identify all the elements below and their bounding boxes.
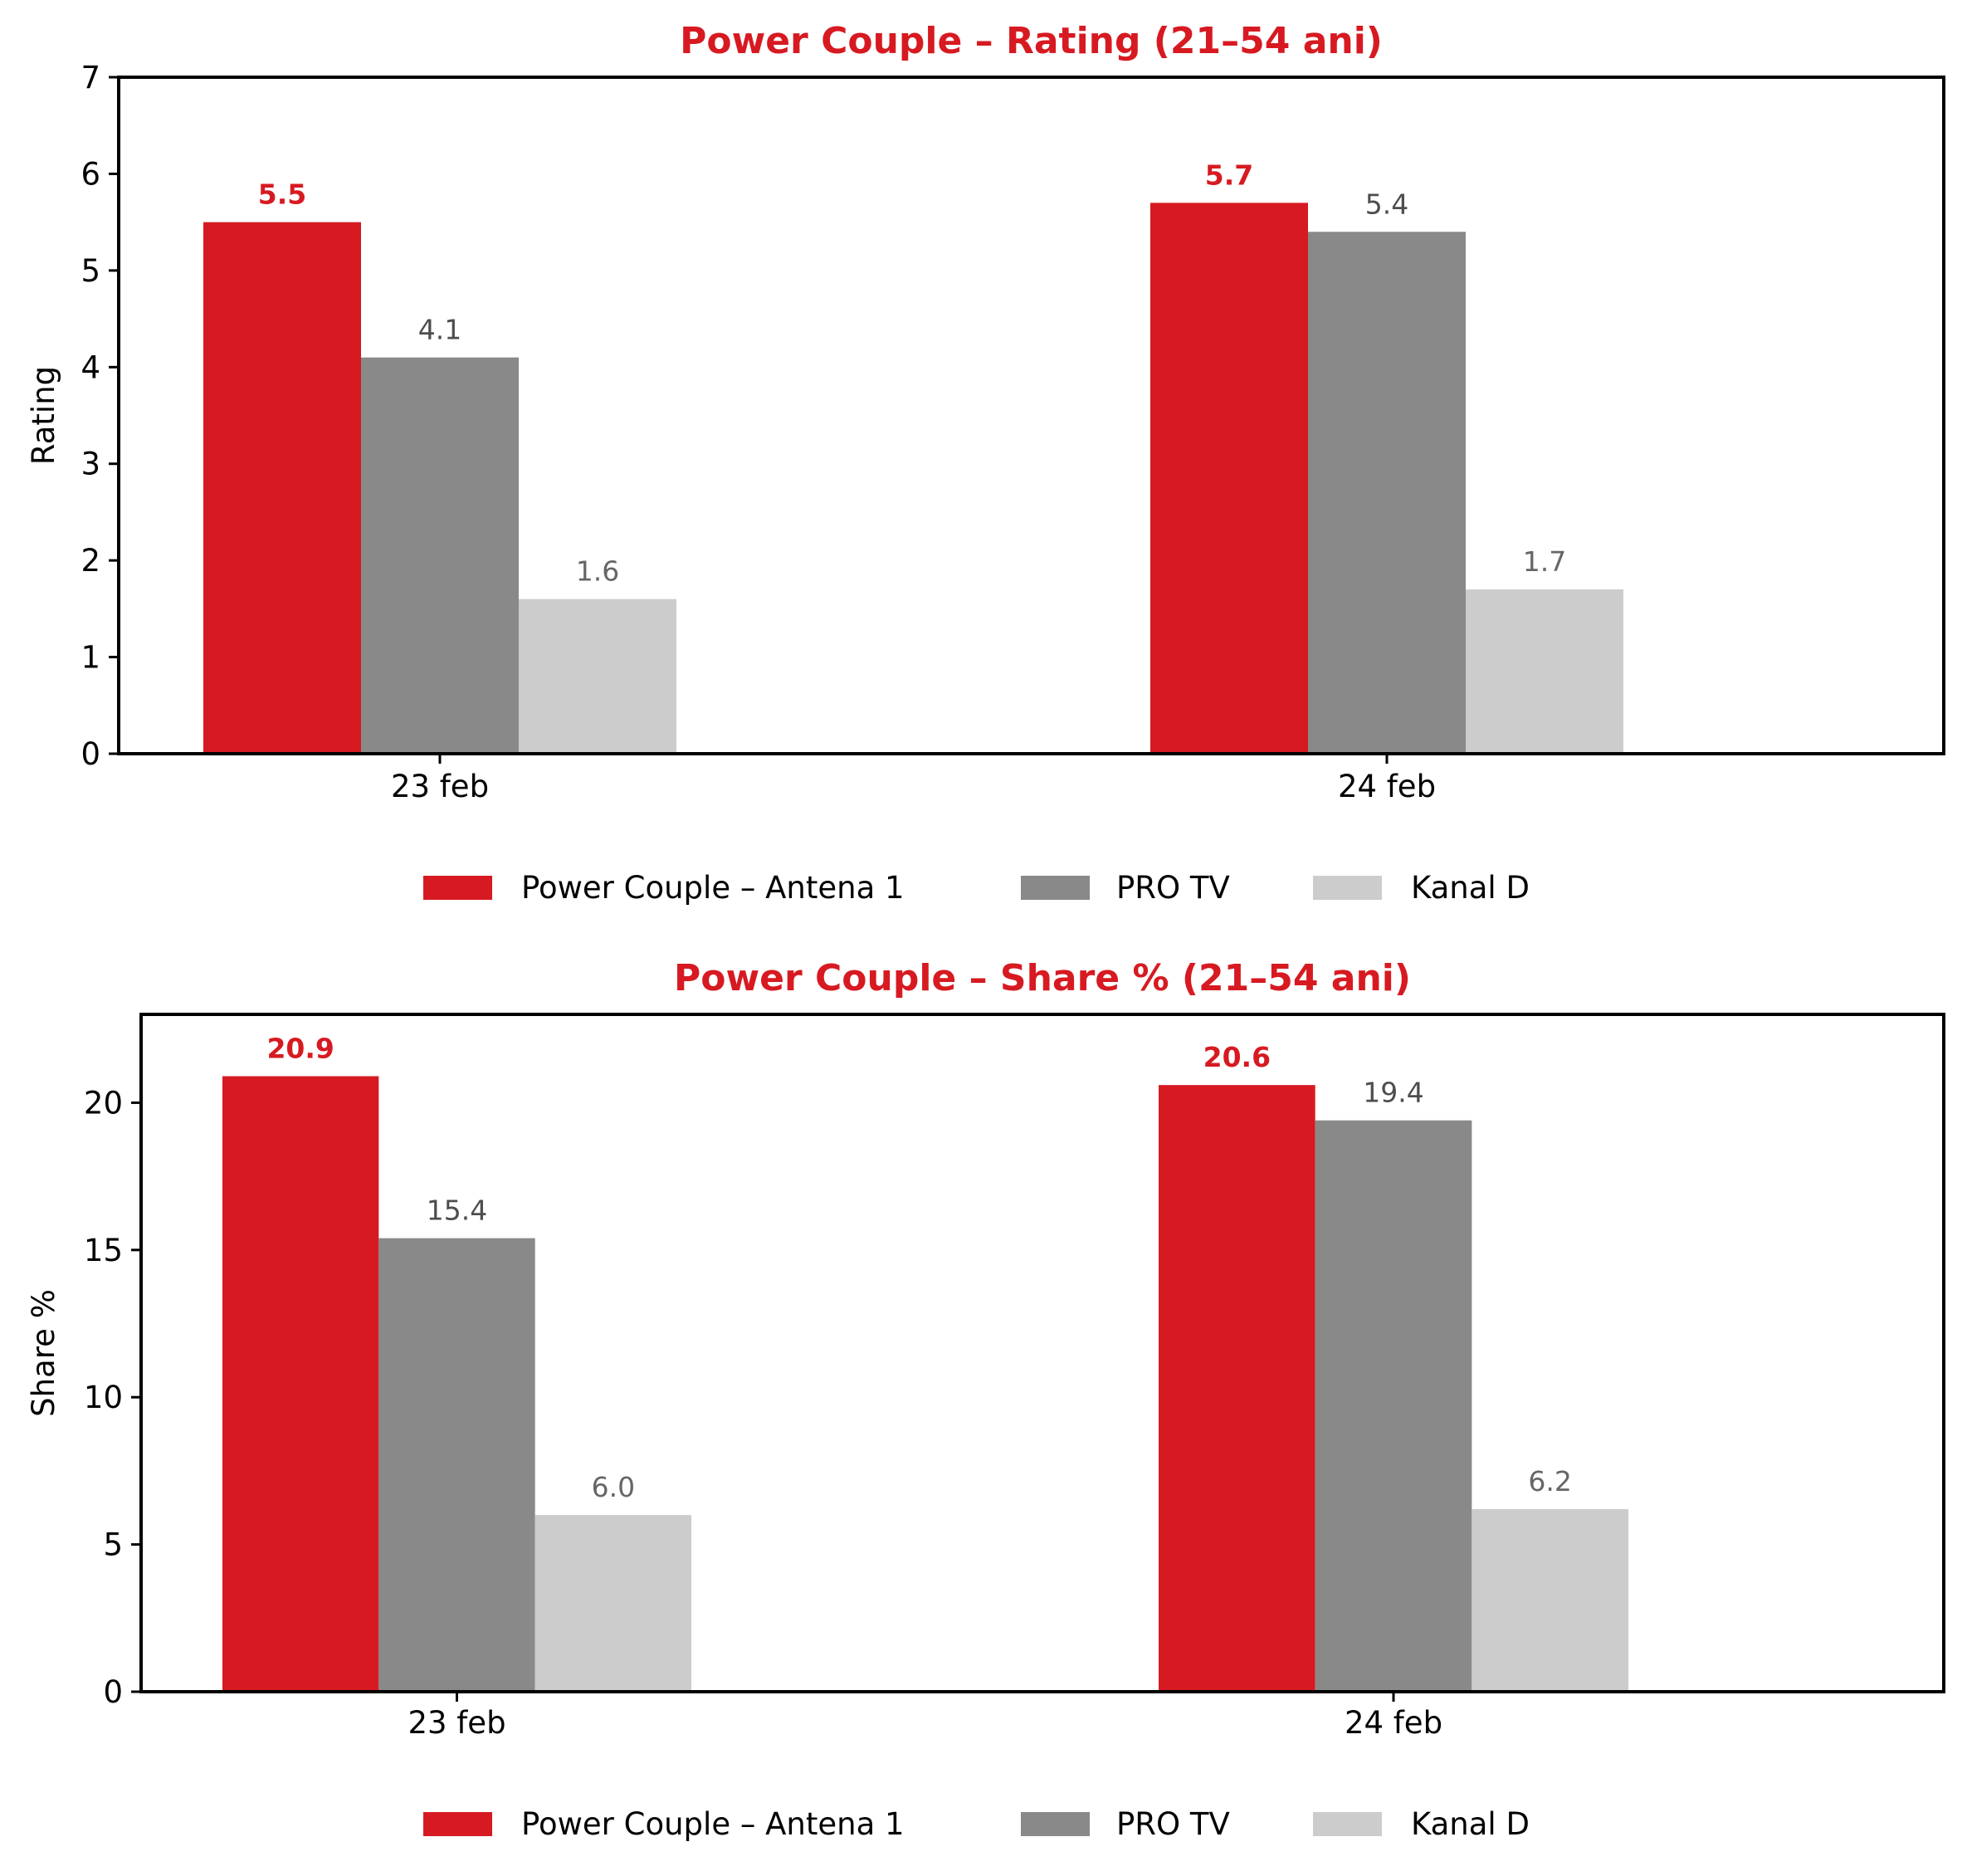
y-tick-label: 5 [81, 253, 100, 289]
y-tick-label: 5 [103, 1527, 123, 1563]
bar-antena1-1 [203, 222, 361, 755]
y-tick-label: 4 [81, 349, 100, 385]
legend-label: Kanal D [1411, 870, 1530, 906]
chart-title: Power Couple – Rating (21–54 ani) [680, 20, 1383, 62]
legend-swatch [1313, 1812, 1382, 1836]
legend: Power Couple – Antena 1 PRO TV Kanal D [423, 1806, 1530, 1842]
data-label: 20.9 [266, 1033, 334, 1065]
legend: Power Couple – Antena 1 PRO TV Kanal D [423, 870, 1530, 906]
chart-rating: Power Couple – Rating (21–54 ani) 5.5 4.1 1… [26, 20, 1945, 906]
bar-protv-2 [1315, 1120, 1472, 1692]
legend-label: Kanal D [1411, 1806, 1530, 1842]
data-label: 1.7 [1523, 545, 1566, 578]
chart-title: Power Couple – Share % (21–54 ani) [674, 957, 1411, 999]
bar-kanald-2 [1466, 589, 1623, 754]
y-tick-label: 0 [103, 1674, 123, 1710]
bar-protv-1 [378, 1238, 535, 1692]
legend-swatch [423, 1812, 492, 1836]
legend-label: PRO TV [1116, 1806, 1230, 1842]
legend-swatch [1313, 876, 1382, 900]
legend-swatch [1021, 876, 1090, 900]
bar-antena1-2 [1159, 1085, 1315, 1692]
y-tick-label: 6 [81, 156, 100, 192]
data-label: 4.1 [418, 314, 461, 346]
y-tick-label: 3 [81, 447, 100, 482]
x-tick-label: 24 feb [1338, 769, 1436, 804]
data-label: 5.7 [1205, 159, 1253, 191]
legend-label: Power Couple – Antena 1 [521, 870, 905, 906]
legend-label: PRO TV [1116, 870, 1230, 906]
legend-swatch [1021, 1812, 1090, 1836]
chart-share: Power Couple – Share % (21–54 ani) 20.9 15… [26, 957, 1945, 1842]
data-label: 5.4 [1365, 188, 1408, 220]
bar-protv-1 [361, 357, 519, 754]
data-label: 15.4 [427, 1194, 487, 1227]
bar-kanald-1 [519, 598, 676, 754]
x-tick-label: 24 feb [1345, 1705, 1442, 1741]
legend-label: Power Couple – Antena 1 [521, 1806, 905, 1842]
y-tick-label: 2 [81, 543, 100, 579]
x-tick-label: 23 feb [408, 1705, 505, 1741]
bar-kanald-1 [534, 1515, 691, 1692]
data-label: 5.5 [258, 178, 306, 211]
y-tick-label: 7 [81, 60, 100, 95]
y-tick-label: 1 [81, 640, 100, 676]
data-label: 20.6 [1203, 1041, 1271, 1073]
data-label: 6.0 [592, 1471, 635, 1503]
data-label: 1.6 [576, 555, 619, 588]
plot-frame [139, 1013, 1945, 1693]
y-tick-label: 10 [84, 1380, 123, 1415]
data-label: 6.2 [1528, 1465, 1571, 1497]
y-tick-label: 20 [84, 1085, 123, 1121]
bar-antena1-2 [1150, 203, 1308, 754]
bar-protv-2 [1308, 232, 1466, 754]
bar-kanald-2 [1472, 1509, 1628, 1692]
plot-frame [117, 76, 1945, 755]
data-label: 19.4 [1363, 1077, 1423, 1109]
legend-swatch [423, 876, 492, 900]
x-tick-label: 23 feb [391, 769, 489, 804]
y-axis-label: Share % [26, 1289, 61, 1417]
y-tick-label: 0 [81, 736, 100, 772]
bar-antena1-1 [222, 1076, 379, 1692]
y-tick-label: 15 [84, 1233, 123, 1268]
y-axis-label: Rating [26, 366, 61, 465]
